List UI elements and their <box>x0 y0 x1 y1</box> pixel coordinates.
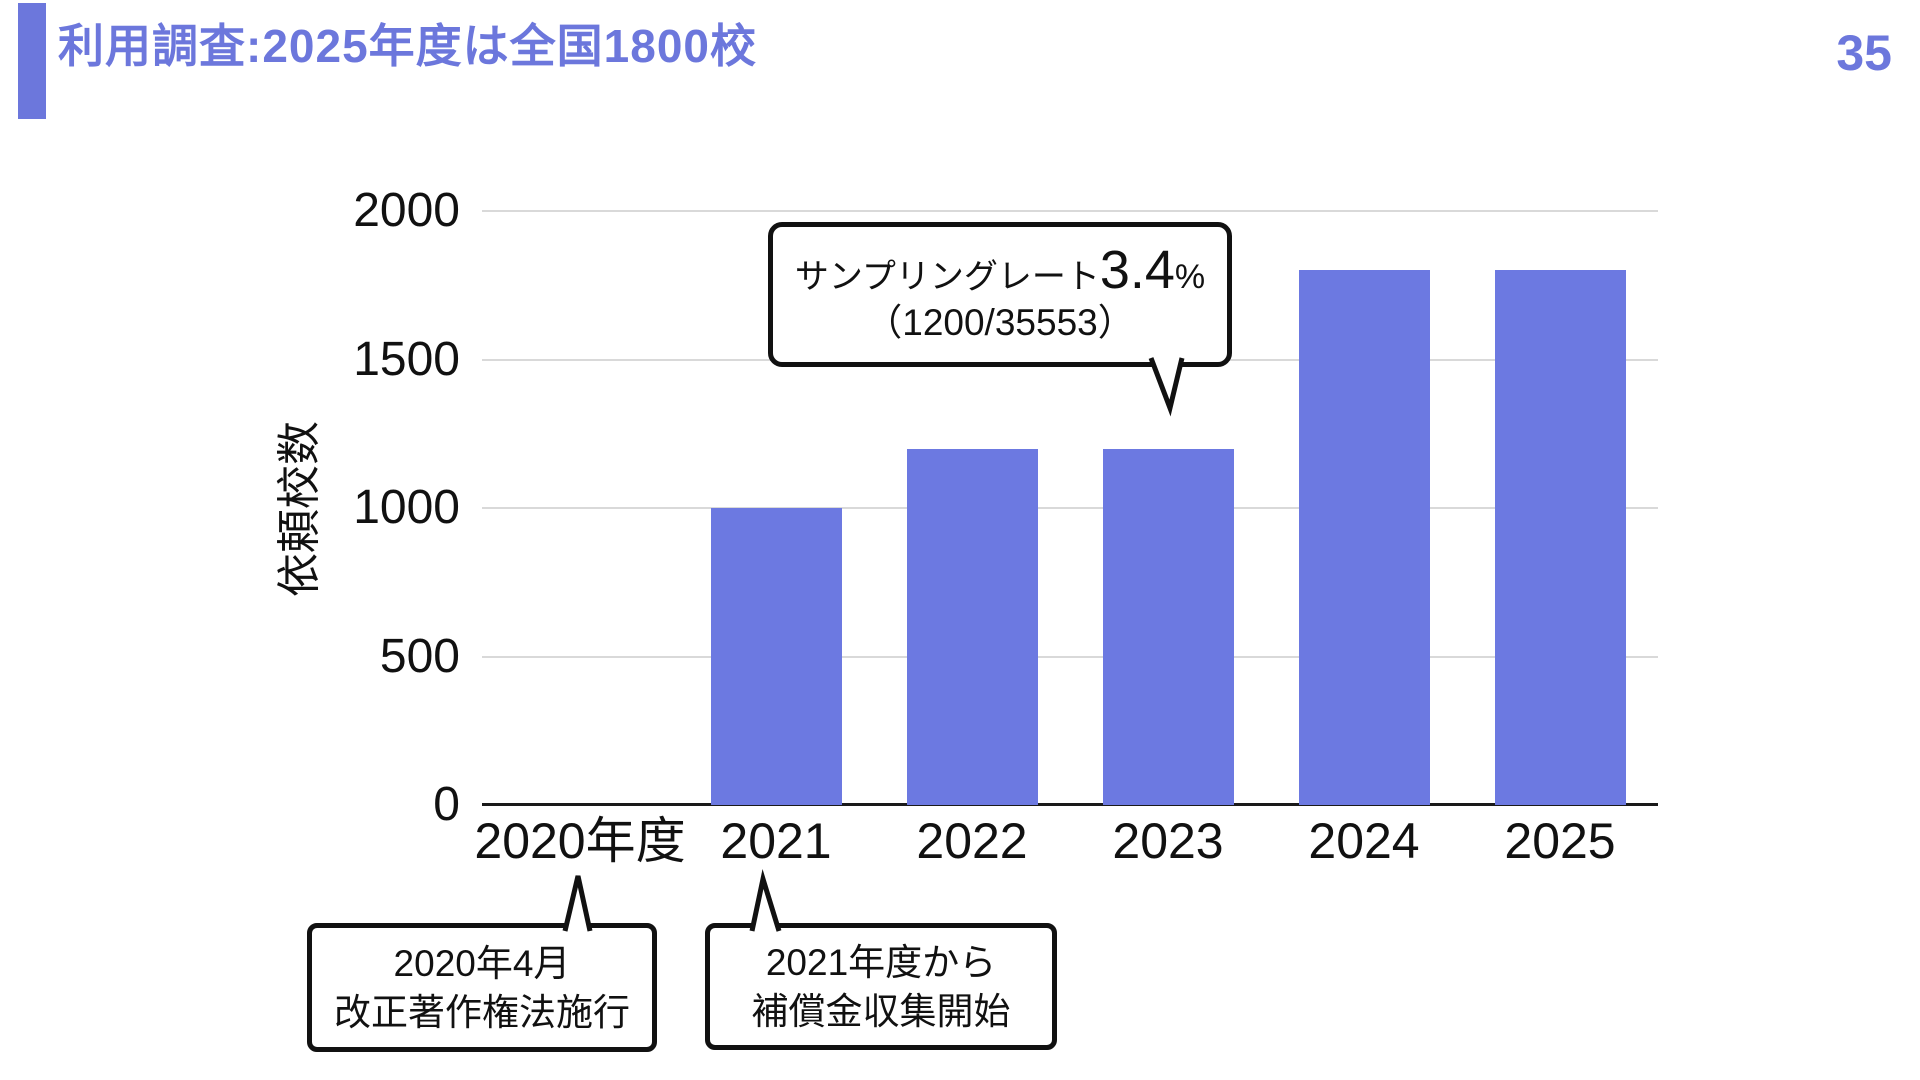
gridline-500 <box>482 655 1658 658</box>
bar-2025 <box>1494 270 1626 805</box>
bar-2024 <box>1298 270 1430 805</box>
gridline-1000 <box>482 507 1658 509</box>
law-2020-callout: 2020年4月 改正著作権法施行 <box>307 923 657 1052</box>
page-number: 35 <box>1836 25 1892 81</box>
x-tick-label-2024: 2024 <box>1308 813 1420 869</box>
y-tick-label-1000: 1000 <box>353 481 460 534</box>
x-tick-label-2025: 2025 <box>1504 813 1616 869</box>
x-axis-line <box>482 803 1658 806</box>
bar-2023 <box>1102 448 1234 805</box>
levy-2021-line1: 2021年度から <box>765 941 997 983</box>
y-tick-label-500: 500 <box>379 629 460 683</box>
bar-2021 <box>710 508 842 805</box>
levy-2021-callout-tail <box>749 869 782 932</box>
slide-title: 利用調査:2025年度は全国1800校 <box>58 20 757 72</box>
title-accent-bar <box>18 3 46 119</box>
y-tick-label-0: 0 <box>433 778 460 831</box>
sampling-rate-line1: サンプリングレート 3.4% <box>795 243 1205 297</box>
bar-2022 <box>906 448 1038 805</box>
levy-2021-line2: 補償金収集開始 <box>751 990 1011 1032</box>
gridline-2000 <box>482 210 1658 212</box>
x-tick-label-2021: 2021 <box>720 813 832 869</box>
law-2020-line1: 2020年4月 <box>393 942 571 984</box>
x-tick-label-2020年度: 2020年度 <box>474 813 686 869</box>
x-tick-label-2023: 2023 <box>1112 813 1224 869</box>
y-tick-label-2000: 2000 <box>353 184 460 237</box>
law-2020-callout-tail <box>562 875 593 932</box>
sampling-rate-callout: サンプリングレート 3.4% （1200/35553） <box>768 222 1232 367</box>
sampling-rate-value: 3.4 <box>1099 239 1175 300</box>
sampling-rate-prefix: サンプリングレート <box>794 257 1100 296</box>
y-tick-label-1500: 1500 <box>353 332 460 386</box>
sampling-rate-unit: % <box>1174 257 1206 296</box>
x-tick-label-2022: 2022 <box>916 813 1028 869</box>
sampling-rate-line2: （1200/35553） <box>865 301 1135 343</box>
levy-2021-callout: 2021年度から 補償金収集開始 <box>705 923 1057 1050</box>
sampling-rate-callout-tail <box>1148 357 1185 417</box>
law-2020-line2: 改正著作権法施行 <box>334 991 630 1033</box>
